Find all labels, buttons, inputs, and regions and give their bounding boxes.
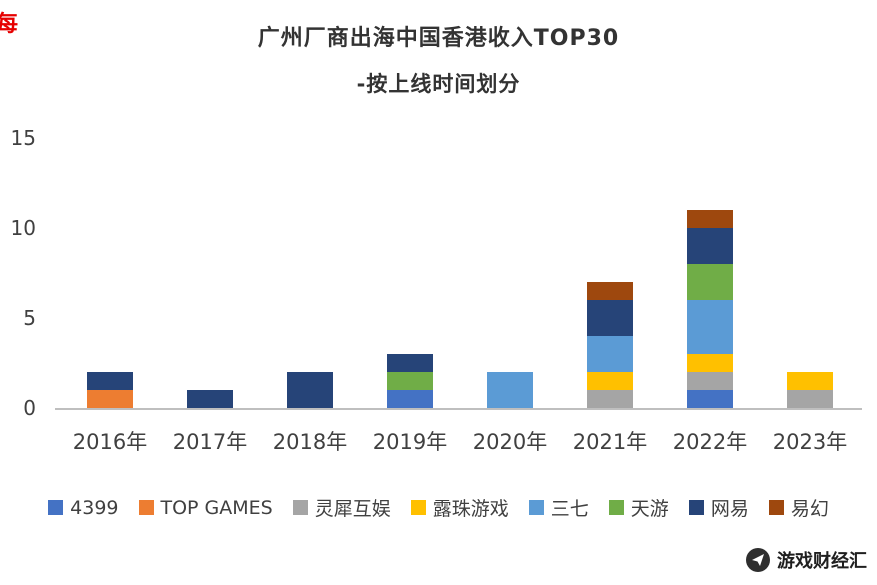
- legend-label: 网易: [710, 498, 749, 520]
- x-axis-line: [55, 408, 862, 410]
- bar-2020年: [487, 372, 533, 408]
- legend-item-网易: 网易: [688, 494, 749, 521]
- bar-segment-露珠游戏: [587, 372, 633, 390]
- y-axis-tick-label: 0: [23, 396, 36, 420]
- x-axis-label: 2018年: [272, 430, 348, 454]
- watermark-logo-icon: [746, 548, 770, 572]
- legend-item-灵犀互娱: 灵犀互娱: [292, 494, 391, 521]
- bar-segment-网易: [687, 228, 733, 264]
- x-axis-label: 2022年: [672, 430, 748, 454]
- legend-swatch-icon: [768, 500, 784, 515]
- bar-2016年: [87, 372, 133, 408]
- y-axis-tick-label: 10: [10, 216, 36, 240]
- bar-segment-天游: [687, 264, 733, 300]
- bar-segment-网易: [587, 300, 633, 336]
- y-axis-tick-label: 15: [10, 126, 36, 150]
- bar-2017年: [187, 390, 233, 408]
- legend-label: 三七: [550, 498, 589, 520]
- bar-segment-三七: [587, 336, 633, 372]
- bar-segment-灵犀互娱: [587, 390, 633, 408]
- bar-segment-易幻: [687, 210, 733, 228]
- bar-segment-天游: [387, 372, 433, 390]
- bar-segment-4399: [687, 390, 733, 408]
- legend-item-天游: 天游: [608, 494, 669, 521]
- x-axis-label: 2019年: [372, 430, 448, 454]
- bar-2021年: [587, 282, 633, 408]
- x-axis-label: 2023年: [772, 430, 848, 454]
- chart-subtitle: -按上线时间划分: [356, 72, 521, 96]
- chart-legend: 4399 TOP GAMES 灵犀互娱 露珠游戏 三七 天游 网易 易幻: [0, 494, 877, 521]
- bar-segment-网易: [287, 372, 333, 408]
- legend-label: 天游: [630, 498, 669, 520]
- legend-label: 4399: [70, 496, 119, 519]
- bar-segment-网易: [87, 372, 133, 390]
- legend-label: 露珠游戏: [432, 498, 509, 520]
- legend-swatch-icon: [292, 500, 308, 515]
- legend-item-4399: 4399: [48, 496, 119, 519]
- bar-segment-露珠游戏: [787, 372, 833, 390]
- legend-label: 灵犀互娱: [314, 498, 391, 520]
- legend-label: TOP GAMES: [160, 496, 273, 519]
- legend-item-三七: 三七: [528, 494, 589, 521]
- bar-2018年: [287, 372, 333, 408]
- bar-2019年: [387, 354, 433, 408]
- bar-segment-三七: [687, 300, 733, 354]
- bar-segment-网易: [187, 390, 233, 408]
- x-axis-labels: 2016年 2017年 2018年 2019年 2020年 2021年 2022年 2023年: [60, 426, 860, 456]
- legend-swatch-icon: [48, 500, 64, 515]
- legend-item-易幻: 易幻: [768, 494, 829, 521]
- bar-segment-三七: [487, 372, 533, 408]
- x-axis-label: 2016年: [72, 430, 148, 454]
- bar-segment-露珠游戏: [687, 354, 733, 372]
- x-axis-label: 2021年: [572, 430, 648, 454]
- bar-segment-灵犀互娱: [687, 372, 733, 390]
- x-axis-label: 2020年: [472, 430, 548, 454]
- bar-2022年: [687, 210, 733, 408]
- y-axis-tick-label: 5: [23, 306, 36, 330]
- bar-segment-网易: [387, 354, 433, 372]
- legend-swatch-icon: [528, 500, 544, 515]
- bar-segment-TOP GAMES: [87, 390, 133, 408]
- legend-swatch-icon: [608, 500, 624, 515]
- legend-swatch-icon: [410, 500, 426, 515]
- legend-item-TOP GAMES: TOP GAMES: [138, 496, 273, 519]
- legend-swatch-icon: [138, 500, 154, 515]
- bar-segment-灵犀互娱: [787, 390, 833, 408]
- x-axis-label: 2017年: [172, 430, 248, 454]
- legend-label: 易幻: [790, 498, 829, 520]
- corner-red-mark: 每: [0, 12, 19, 37]
- legend-swatch-icon: [688, 500, 704, 515]
- watermark-text: 游戏财经汇: [777, 551, 867, 572]
- bar-segment-易幻: [587, 282, 633, 300]
- bar-segment-4399: [387, 390, 433, 408]
- legend-item-露珠游戏: 露珠游戏: [410, 494, 509, 521]
- chart-title: 广州厂商出海中国香港收入TOP30: [257, 26, 620, 51]
- plot-area: [60, 138, 860, 408]
- bar-2023年: [787, 372, 833, 408]
- watermark: 游戏财经汇: [746, 547, 867, 573]
